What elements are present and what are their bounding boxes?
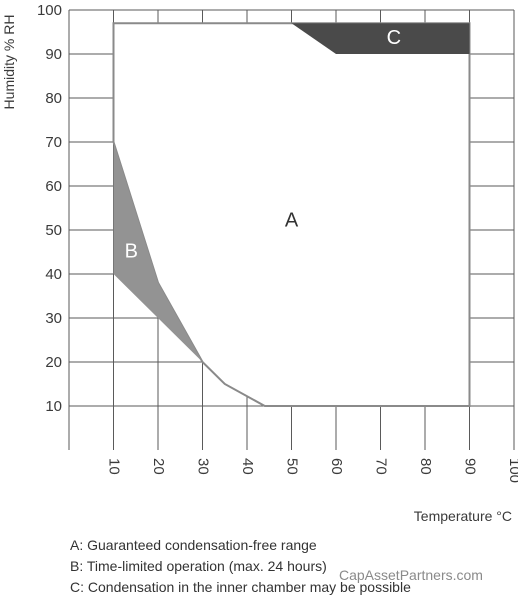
- legend: A: Guaranteed condensation-free range B:…: [70, 535, 411, 598]
- y-tick-label-80: 80: [45, 90, 62, 107]
- y-tick-label-40: 40: [45, 266, 62, 283]
- legend-item-b: B: Time-limited operation (max. 24 hours…: [70, 558, 327, 574]
- y-tick-label-90: 90: [45, 46, 62, 63]
- legend-item-a: A: Guaranteed condensation-free range: [70, 537, 317, 553]
- y-tick-label-50: 50: [45, 222, 62, 239]
- x-axis-ticks: 10 20 30 40 50 60 70 80 90 100: [106, 458, 518, 483]
- regions: [112, 22, 471, 407]
- x-axis-label: Temperature °C: [414, 508, 512, 524]
- watermark: CapAssetPartners.com: [339, 567, 483, 583]
- region-label-a: A: [285, 209, 299, 231]
- y-tick-label-20: 20: [45, 354, 62, 371]
- x-tick-label-100: 100: [506, 458, 518, 483]
- x-tick-label-20: 20: [150, 458, 167, 475]
- region-labels: A B C: [125, 27, 401, 262]
- y-axis-label: Humidity % RH: [1, 15, 17, 110]
- region-label-c: C: [387, 27, 401, 49]
- y-tick-label-30: 30: [45, 310, 62, 327]
- y-tick-label-100: 100: [37, 2, 62, 19]
- climate-chart: A B C 10 20 30 40 50 60 70 80 90 100 10 20 30 40 50 60 70…: [1, 2, 518, 524]
- region-label-b: B: [125, 240, 138, 262]
- x-tick-label-30: 30: [195, 458, 212, 475]
- y-axis-ticks: 10 20 30 40 50 60 70 80 90 100: [37, 2, 62, 415]
- x-tick-label-90: 90: [462, 458, 479, 475]
- y-tick-label-60: 60: [45, 178, 62, 195]
- x-tick-label-40: 40: [239, 458, 256, 475]
- legend-item-c: C: Condensation in the inner chamber may…: [70, 579, 411, 595]
- region-b: [113, 142, 203, 362]
- x-tick-label-50: 50: [284, 458, 301, 475]
- y-tick-label-70: 70: [45, 134, 62, 151]
- y-tick-label-10: 10: [45, 398, 62, 415]
- x-tick-label-80: 80: [417, 458, 434, 475]
- region-c: [291, 23, 470, 54]
- x-tick-label-60: 60: [328, 458, 345, 475]
- x-tick-label-70: 70: [373, 458, 390, 475]
- x-tick-label-10: 10: [106, 458, 123, 475]
